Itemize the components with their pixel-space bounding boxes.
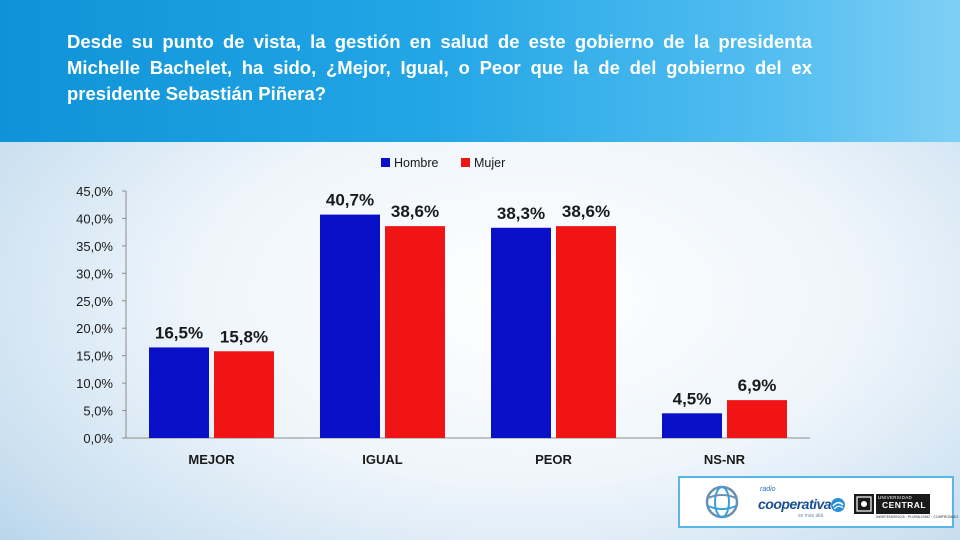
university-motto: INDEPENDENCIA · PLURALISMO · COMPROMISO [876, 515, 959, 519]
university-crest-icon [854, 494, 874, 514]
data-label: 16,5% [155, 323, 203, 342]
cooperativa-logo: radio cooperativa se más allá [758, 486, 850, 520]
bar-mujer-igual [385, 226, 445, 438]
data-label: 6,9% [738, 376, 777, 395]
question-banner: Desde su punto de vista, la gestión en s… [0, 0, 960, 142]
x-category-label: MEJOR [188, 452, 235, 467]
data-label: 4,5% [673, 389, 712, 408]
globe-logo-icon [705, 485, 739, 519]
data-label: 15,8% [220, 327, 268, 346]
cooperativa-swirl-icon [831, 498, 845, 512]
y-tick-label: 35,0% [76, 239, 113, 254]
bar-mujer-mejor [214, 351, 274, 438]
university-name-bar [876, 494, 930, 514]
cooperativa-tagline: se más allá [798, 513, 824, 519]
bar-mujer-ns-nr [727, 400, 787, 438]
x-category-label: IGUAL [362, 452, 403, 467]
legend-swatch-hombre [381, 158, 390, 167]
cooperativa-name: cooperativa [758, 496, 832, 512]
legend-label-hombre: Hombre [394, 156, 439, 170]
bar-hombre-peor [491, 227, 551, 438]
cooperativa-radio-label: radio [760, 486, 776, 493]
y-tick-label: 30,0% [76, 266, 113, 281]
bar-hombre-mejor [149, 347, 209, 438]
y-tick-label: 0,0% [83, 431, 113, 446]
bar-chart: 0,0% 5,0% 10,0% 15,0% 20,0% 25,0% 30,0% 35,0% 40… [76, 156, 810, 467]
bar-hombre-igual [320, 214, 380, 438]
university-big-label: CENTRAL [882, 500, 927, 510]
x-category-label: PEOR [535, 452, 572, 467]
y-tick-label: 20,0% [76, 321, 113, 336]
sponsor-logos: radio cooperativa se más allá UNIVERSIDA… [678, 476, 958, 528]
university-small-label: UNIVERSIDAD [878, 495, 913, 500]
data-label: 38,6% [391, 202, 439, 221]
universidad-central-logo: UNIVERSIDAD CENTRAL INDEPENDENCIA · PLUR… [854, 494, 958, 519]
y-tick-label: 5,0% [83, 404, 113, 419]
legend-label-mujer: Mujer [474, 156, 505, 170]
data-label: 38,3% [497, 204, 545, 223]
y-tick-label: 25,0% [76, 294, 113, 309]
x-category-label: NS-NR [704, 452, 746, 467]
data-label: 38,6% [562, 202, 610, 221]
bar-hombre-ns-nr [662, 413, 722, 438]
y-tick-label: 40,0% [76, 211, 113, 226]
legend-swatch-mujer [461, 158, 470, 167]
y-tick-label: 45,0% [76, 184, 113, 199]
bar-mujer-peor [556, 226, 616, 438]
data-label: 40,7% [326, 191, 374, 210]
y-tick-label: 15,0% [76, 349, 113, 364]
question-text: Desde su punto de vista, la gestión en s… [67, 31, 812, 104]
y-tick-label: 10,0% [76, 376, 113, 391]
